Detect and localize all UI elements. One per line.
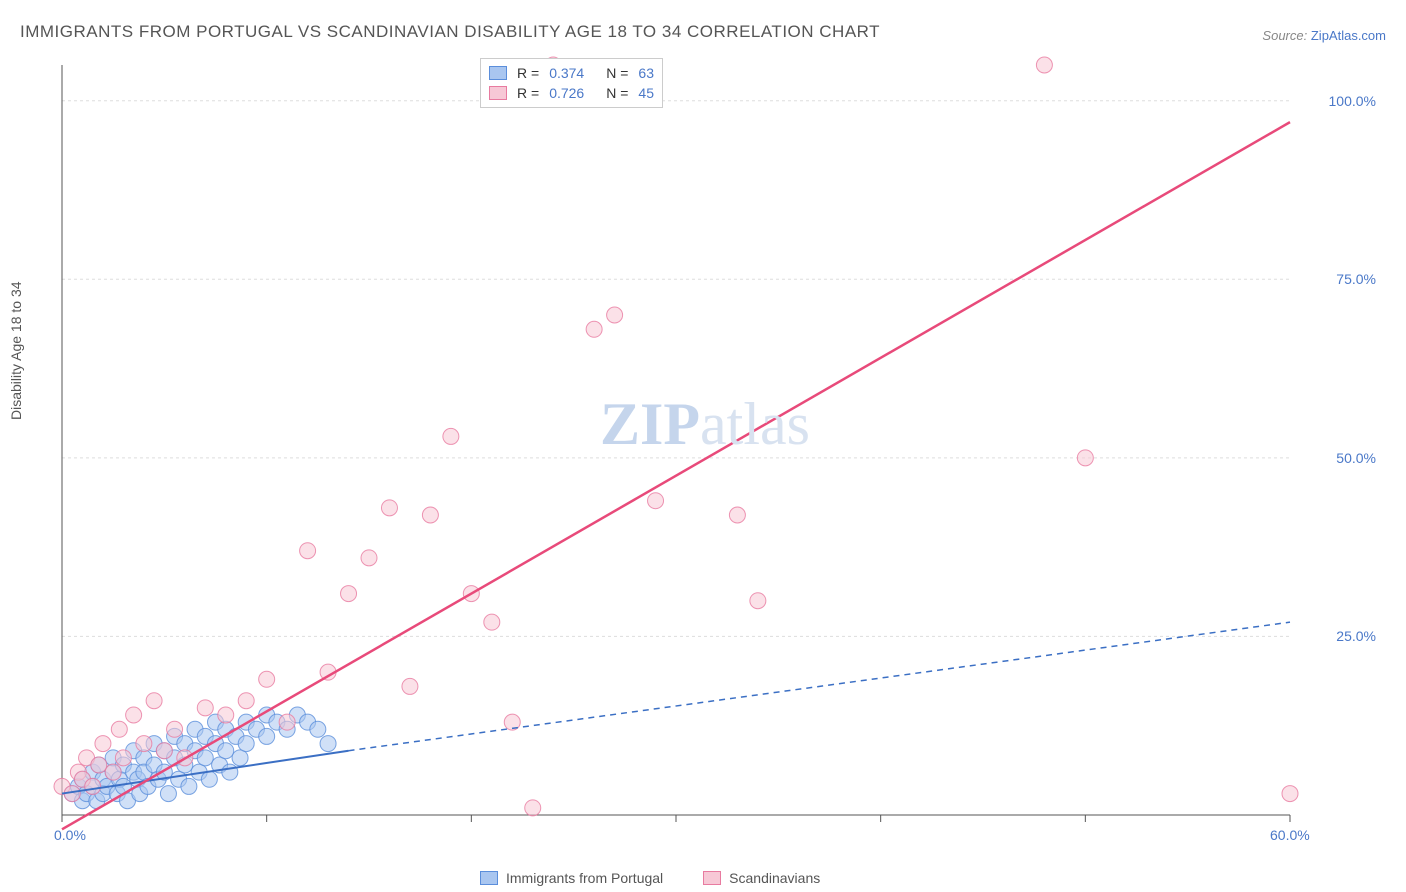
data-point — [729, 507, 745, 523]
x-tick-label: 60.0% — [1270, 827, 1310, 843]
data-point — [1282, 786, 1298, 802]
y-tick-label: 100.0% — [1329, 93, 1376, 109]
trend-line-ext — [349, 622, 1290, 751]
data-point — [1077, 450, 1093, 466]
data-point — [156, 743, 172, 759]
data-point — [232, 750, 248, 766]
source-credit: Source: ZipAtlas.com — [1262, 28, 1386, 43]
legend-series-item: Scandinavians — [703, 870, 820, 886]
data-point — [115, 750, 131, 766]
data-point — [750, 593, 766, 609]
data-point — [402, 678, 418, 694]
data-point — [259, 671, 275, 687]
x-tick-label: 0.0% — [54, 827, 86, 843]
data-point — [422, 507, 438, 523]
data-point — [136, 736, 152, 752]
data-point — [126, 707, 142, 723]
legend-series-label: Immigrants from Portugal — [506, 870, 663, 886]
data-point — [484, 614, 500, 630]
legend-swatch — [489, 86, 507, 100]
y-tick-label: 75.0% — [1336, 271, 1376, 287]
data-point — [259, 728, 275, 744]
data-point — [222, 764, 238, 780]
r-label: R = — [517, 85, 539, 101]
scatter-chart — [50, 55, 1370, 845]
legend-stat-row: R = 0.726 N = 45 — [489, 83, 654, 103]
data-point — [95, 736, 111, 752]
data-point — [201, 771, 217, 787]
y-tick-label: 25.0% — [1336, 628, 1376, 644]
data-point — [320, 736, 336, 752]
data-point — [300, 543, 316, 559]
legend-stat-row: R = 0.374 N = 63 — [489, 63, 654, 83]
legend-series-item: Immigrants from Portugal — [480, 870, 663, 886]
legend-swatch — [703, 871, 721, 885]
legend-swatch — [480, 871, 498, 885]
data-point — [279, 714, 295, 730]
data-point — [238, 736, 254, 752]
data-point — [361, 550, 377, 566]
r-value: 0.726 — [549, 85, 584, 101]
n-label: N = — [606, 65, 628, 81]
data-point — [310, 721, 326, 737]
source-label: Source: — [1262, 28, 1307, 43]
data-point — [197, 700, 213, 716]
legend-swatch — [489, 66, 507, 80]
legend-series: Immigrants from Portugal Scandinavians — [480, 870, 820, 886]
y-tick-label: 50.0% — [1336, 450, 1376, 466]
n-value: 63 — [638, 65, 654, 81]
data-point — [111, 721, 127, 737]
data-point — [181, 778, 197, 794]
source-link[interactable]: ZipAtlas.com — [1311, 28, 1386, 43]
data-point — [238, 693, 254, 709]
data-point — [586, 321, 602, 337]
data-point — [218, 707, 234, 723]
data-point — [381, 500, 397, 516]
legend-stats: R = 0.374 N = 63 R = 0.726 N = 45 — [480, 58, 663, 108]
data-point — [648, 493, 664, 509]
data-point — [146, 693, 162, 709]
y-axis-label: Disability Age 18 to 34 — [8, 281, 24, 420]
trend-line — [62, 122, 1290, 829]
legend-series-label: Scandinavians — [729, 870, 820, 886]
r-value: 0.374 — [549, 65, 584, 81]
data-point — [341, 586, 357, 602]
data-point — [167, 721, 183, 737]
data-point — [218, 743, 234, 759]
data-point — [197, 750, 213, 766]
r-label: R = — [517, 65, 539, 81]
data-point — [443, 428, 459, 444]
data-point — [91, 757, 107, 773]
data-point — [85, 778, 101, 794]
data-point — [1036, 57, 1052, 73]
data-point — [105, 764, 121, 780]
data-point — [160, 786, 176, 802]
n-label: N = — [606, 85, 628, 101]
data-point — [607, 307, 623, 323]
n-value: 45 — [638, 85, 654, 101]
data-point — [525, 800, 541, 816]
plot-area — [50, 55, 1370, 845]
chart-title: IMMIGRANTS FROM PORTUGAL VS SCANDINAVIAN… — [20, 22, 880, 42]
